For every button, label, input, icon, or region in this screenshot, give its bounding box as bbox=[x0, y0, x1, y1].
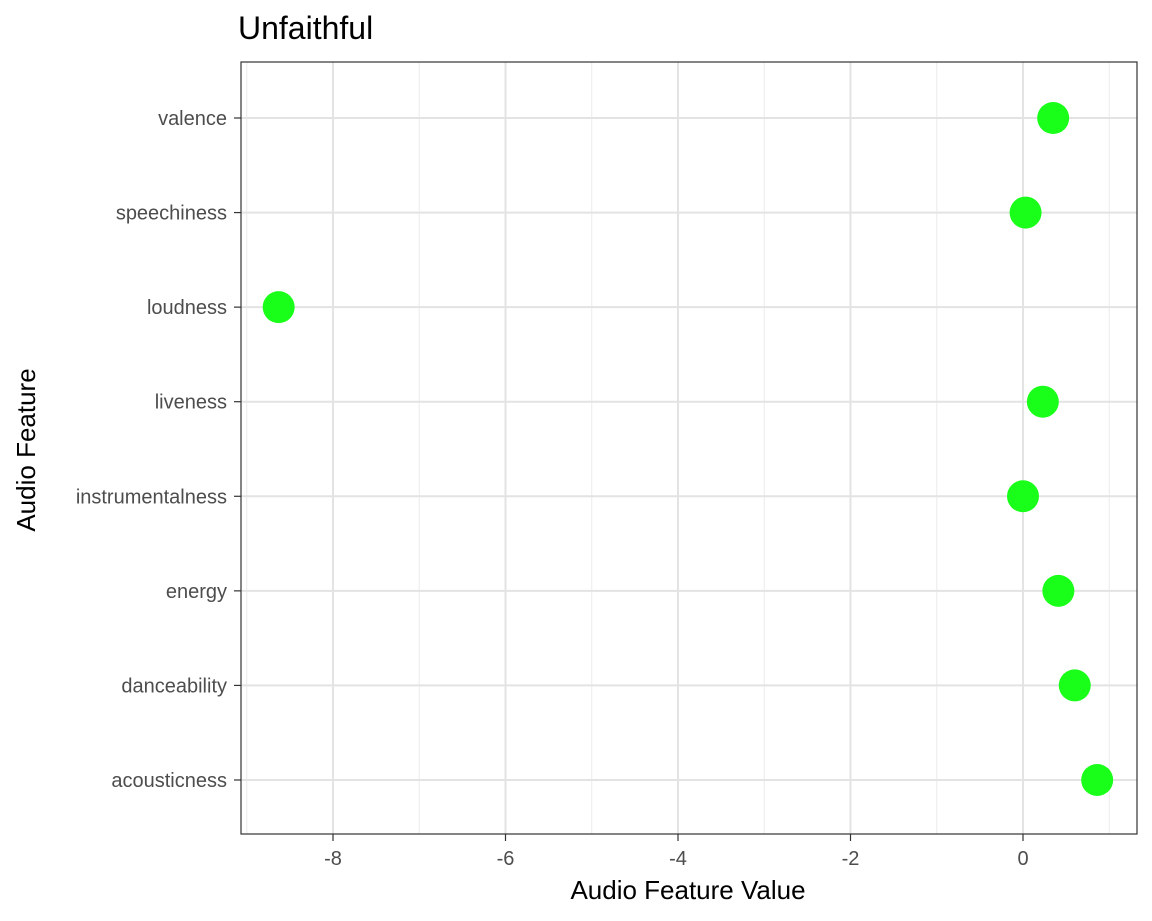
y-axis-title: Audio Feature bbox=[11, 368, 41, 531]
data-point-danceability bbox=[1058, 669, 1091, 702]
y-axis: acousticness danceability energy instrument… bbox=[76, 108, 241, 792]
plot-panel-border bbox=[240, 61, 1138, 835]
data-point-valence bbox=[1037, 102, 1070, 134]
y-tick-label-energy: energy bbox=[166, 581, 227, 603]
x-tick-label: -2 bbox=[842, 848, 860, 870]
x-axis: -8 -6 -4 -2 0 bbox=[324, 834, 1029, 870]
y-tick-label-instrumentalness: instrumentalness bbox=[76, 486, 227, 508]
minor-grid bbox=[246, 62, 1110, 834]
data-points bbox=[262, 102, 1114, 796]
chart-title: Unfaithful bbox=[238, 10, 373, 46]
data-point-acousticness bbox=[1081, 763, 1114, 796]
y-tick-label-liveness: liveness bbox=[155, 392, 227, 414]
x-tick-label: 0 bbox=[1017, 848, 1028, 870]
x-axis-title: Audio Feature Value bbox=[570, 875, 805, 905]
data-point-energy bbox=[1042, 574, 1075, 607]
y-tick-label-speechiness: speechiness bbox=[116, 203, 227, 225]
x-tick-label: -4 bbox=[669, 848, 687, 870]
data-point-liveness bbox=[1026, 385, 1059, 418]
data-point-instrumentalness bbox=[1007, 480, 1039, 513]
data-point-loudness bbox=[262, 291, 295, 324]
y-tick-label-loudness: loudness bbox=[147, 297, 227, 319]
x-tick-label: -6 bbox=[497, 848, 515, 870]
x-tick-label: -8 bbox=[324, 848, 342, 870]
major-grid bbox=[241, 62, 1137, 834]
data-point-speechiness bbox=[1009, 196, 1042, 229]
y-tick-label-danceability: danceability bbox=[121, 675, 227, 697]
y-tick-label-acousticness: acousticness bbox=[111, 770, 227, 792]
y-tick-label-valence: valence bbox=[158, 108, 227, 130]
